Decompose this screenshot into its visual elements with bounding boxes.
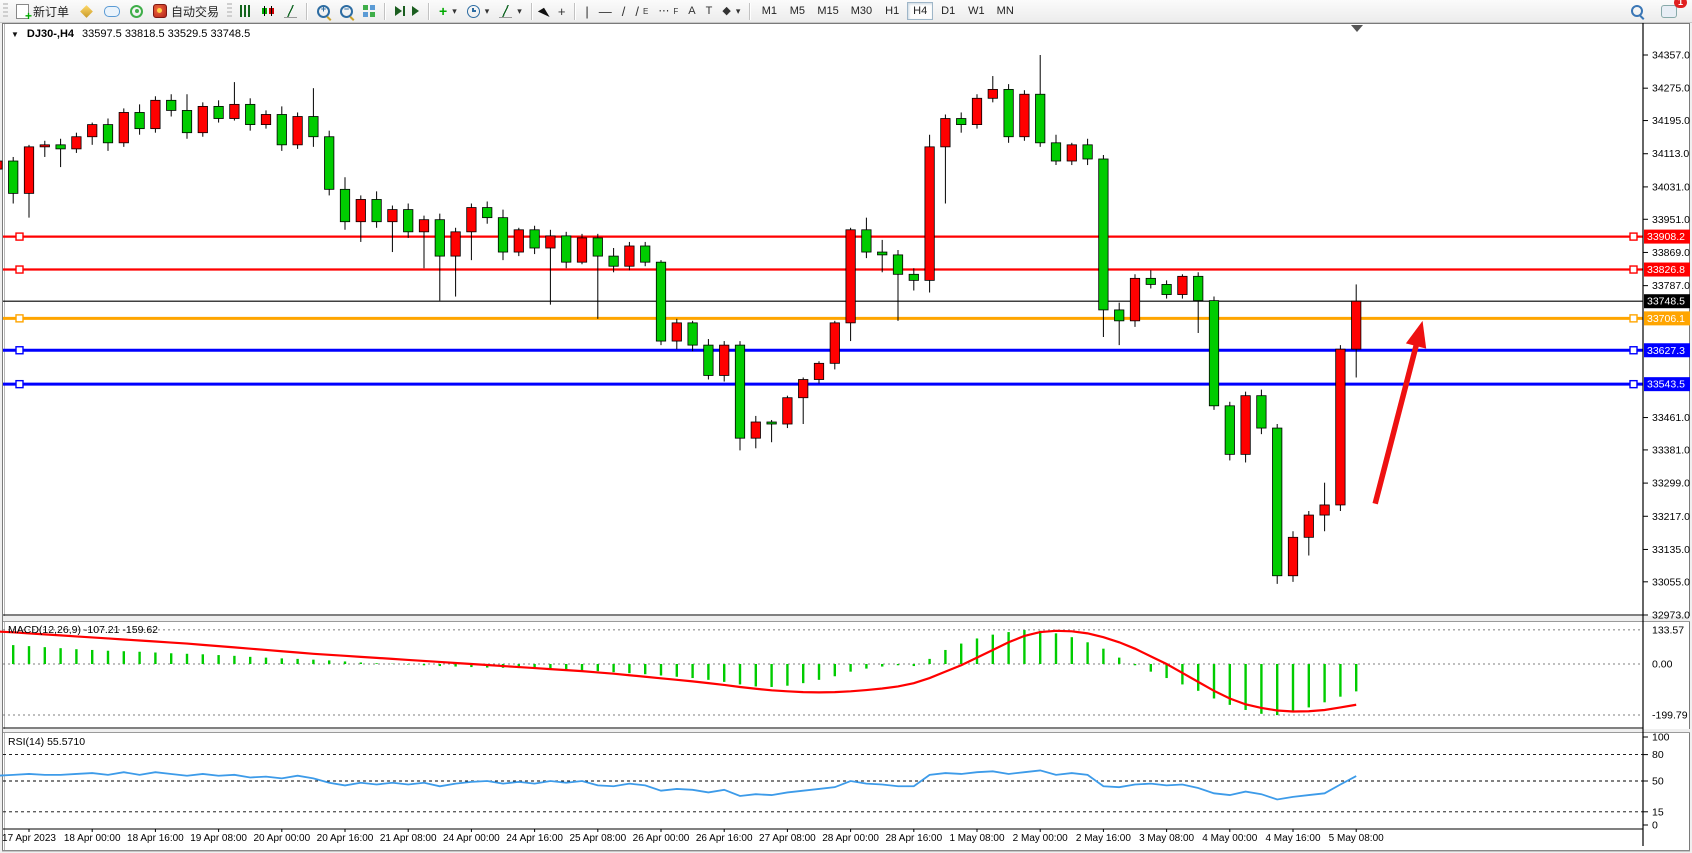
fibonacci-button[interactable]: ⋯ F <box>653 1 683 21</box>
toolbar: 新订单 自动交易 + − +▾ ▾ ▾ + | — / /E ⋯F A T <box>0 0 1692 23</box>
auto-trading-icon <box>153 4 168 18</box>
timeframe-M1[interactable]: M1 <box>756 2 782 20</box>
tile-windows-button[interactable] <box>358 1 380 21</box>
zoom-out-icon: − <box>340 4 354 18</box>
horizontal-line-icon: — <box>598 3 612 19</box>
symbol-name: DJ30-,H4 <box>26 28 74 40</box>
clock-icon <box>466 4 480 18</box>
new-order-icon <box>16 3 32 23</box>
auto-scroll-button[interactable] <box>390 1 407 21</box>
metaeditor-button[interactable] <box>74 1 99 21</box>
template-icon <box>499 4 513 18</box>
timeframe-M30[interactable]: M30 <box>846 2 877 20</box>
chevron-down-icon[interactable]: ▼ <box>11 29 19 39</box>
auto-trading-label: 自动交易 <box>171 4 220 19</box>
equidistant-channel-button[interactable]: / E <box>630 1 653 21</box>
chevron-down-icon: ▾ <box>517 5 522 16</box>
timeframe-H1[interactable]: H1 <box>879 2 905 20</box>
search-icon <box>1631 5 1643 17</box>
bar-chart-button[interactable] <box>235 1 257 21</box>
new-order-label: 新订单 <box>33 4 70 19</box>
timeframe-W1[interactable]: W1 <box>963 2 990 20</box>
zoom-in-button[interactable]: + <box>312 1 335 21</box>
shapes-icon: ◆ <box>722 4 731 17</box>
vertical-line-icon: | <box>585 3 589 19</box>
crosshair-icon: + <box>557 3 566 19</box>
cursor-button[interactable] <box>537 1 553 21</box>
signals-button[interactable] <box>125 1 148 21</box>
zoom-out-button[interactable]: − <box>335 1 358 21</box>
auto-scroll-icon <box>395 6 406 16</box>
signals-icon <box>130 4 144 18</box>
timeframe-H4[interactable]: H4 <box>907 2 934 20</box>
label-icon: T <box>705 4 713 17</box>
timeframe-D1[interactable]: D1 <box>935 2 961 20</box>
symbol-ohlc: 33597.5 33818.5 33529.5 33748.5 <box>82 28 251 40</box>
chevron-down-icon: ▾ <box>452 5 457 16</box>
candlestick-chart-button[interactable] <box>257 1 279 21</box>
timeframe-MN[interactable]: MN <box>992 2 1019 20</box>
trendline-icon: / <box>635 3 640 19</box>
cursor-icon <box>537 5 552 17</box>
equidistant-channel-icon: E <box>643 6 649 16</box>
tile-windows-icon <box>363 5 376 17</box>
shapes-button[interactable]: ◆ ▾ <box>717 1 745 21</box>
vertical-line-button[interactable]: | <box>580 1 593 21</box>
chart-shift-button[interactable] <box>407 1 424 21</box>
cloud-icon <box>104 5 121 17</box>
label-button[interactable]: T <box>701 1 718 21</box>
indicators-icon: + <box>439 3 448 19</box>
search-button[interactable] <box>1626 1 1648 21</box>
notification-badge: 1 <box>1674 0 1687 8</box>
crosshair-button[interactable]: + <box>553 1 571 21</box>
timeframe-M15[interactable]: M15 <box>812 2 843 20</box>
trendline-button[interactable]: / <box>617 1 631 21</box>
line-chart-button[interactable] <box>279 1 302 21</box>
chart-shift-icon <box>412 6 420 16</box>
toolbar-grip[interactable] <box>3 3 8 19</box>
chart-window[interactable]: ▼ DJ30-,H4 33597.5 33818.5 33529.5 33748… <box>2 23 1690 851</box>
templates-button[interactable]: ▾ <box>494 1 527 21</box>
horizontal-line-button[interactable]: — <box>594 1 617 21</box>
timeframe-M5[interactable]: M5 <box>784 2 810 20</box>
new-order-button[interactable]: 新订单 <box>11 1 74 23</box>
zoom-in-icon: + <box>317 4 331 18</box>
text-icon: A <box>688 4 696 17</box>
indicators-button[interactable]: + ▾ <box>434 1 462 21</box>
notifications-button[interactable]: 1 <box>1656 0 1687 21</box>
periods-button[interactable]: ▾ <box>462 1 495 21</box>
cloud-button[interactable] <box>99 1 125 21</box>
text-button[interactable]: A <box>683 1 700 21</box>
metaeditor-icon <box>80 4 93 18</box>
chat-icon <box>1661 4 1677 18</box>
symbol-header: ▼ DJ30-,H4 33597.5 33818.5 33529.5 33748… <box>11 28 250 40</box>
line-chart-icon <box>284 4 298 18</box>
chevron-down-icon: ▾ <box>735 5 741 16</box>
auto-trading-button[interactable]: 自动交易 <box>148 1 224 21</box>
grid-icon: ⋯ <box>658 4 670 17</box>
fibonacci-icon: F <box>673 6 679 16</box>
chevron-down-icon: ▾ <box>484 5 490 16</box>
timeframe-group: M1 M5 M15 M30 H1 H4 D1 W1 MN <box>755 2 1019 20</box>
candlestick-chart-icon <box>262 5 275 17</box>
trendline-icon: / <box>621 3 626 19</box>
bar-chart-icon <box>240 5 253 17</box>
toolbar-grip[interactable] <box>227 3 233 19</box>
